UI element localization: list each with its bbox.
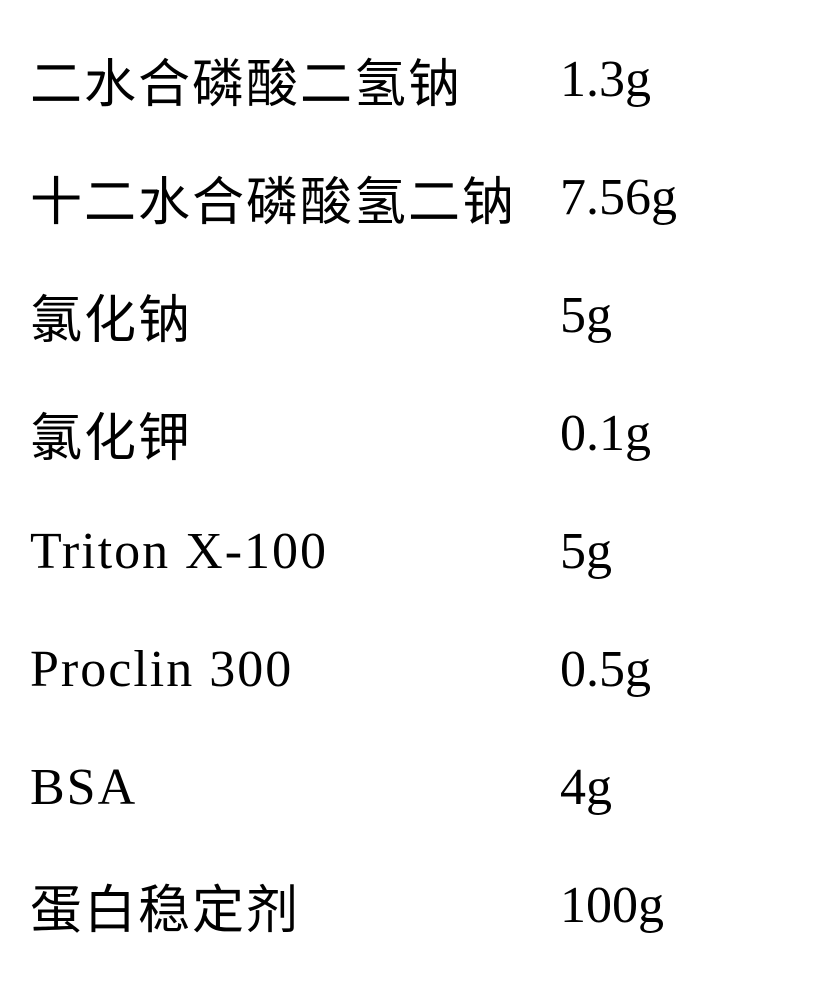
table-row: 蛋白稳定剂 100g [30, 846, 808, 964]
reagent-label: BSA [30, 758, 560, 817]
reagent-label: 氯化钾 [30, 396, 560, 471]
reagent-value: 7.56g [560, 168, 677, 227]
reagent-label: 十二水合磷酸氢二钠 [30, 160, 560, 235]
reagent-value: 4g [560, 758, 612, 817]
reagent-label: Triton X-100 [30, 522, 560, 581]
table-row: BSA 4g [30, 728, 808, 846]
table-row: Proclin 300 0.5g [30, 610, 808, 728]
reagent-value: 1.3g [560, 50, 651, 109]
reagent-value: 5g [560, 522, 612, 581]
table-row: 氯化钠 5g [30, 256, 808, 374]
table-row: 二水合磷酸二氢钠 1.3g [30, 20, 808, 138]
reagent-label: 二水合磷酸二氢钠 [30, 42, 560, 117]
reagent-label: Proclin 300 [30, 640, 560, 699]
reagent-value: 0.1g [560, 404, 651, 463]
reagent-label: 蛋白稳定剂 [30, 868, 560, 943]
table-row: 十二水合磷酸氢二钠 7.56g [30, 138, 808, 256]
table-row: Triton X-100 5g [30, 492, 808, 610]
reagent-value: 0.5g [560, 640, 651, 699]
reagent-value: 5g [560, 286, 612, 345]
reagent-table: 二水合磷酸二氢钠 1.3g 十二水合磷酸氢二钠 7.56g 氯化钠 5g 氯化钾… [30, 20, 808, 964]
table-row: 氯化钾 0.1g [30, 374, 808, 492]
reagent-value: 100g [560, 876, 664, 935]
reagent-label: 氯化钠 [30, 278, 560, 353]
